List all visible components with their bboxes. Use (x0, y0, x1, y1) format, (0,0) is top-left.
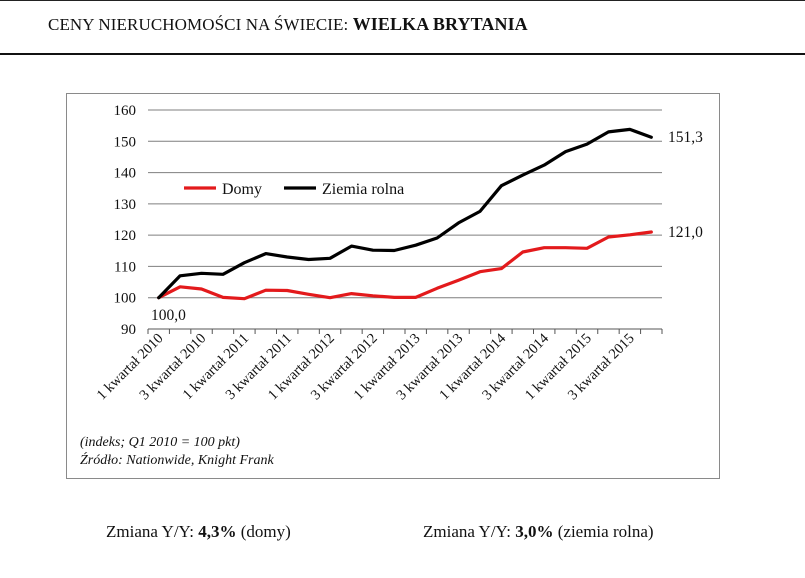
y-tick-label: 120 (114, 228, 137, 244)
y-tick-label: 100 (114, 291, 137, 307)
legend-label: Ziemia rolna (322, 181, 404, 198)
y-tick-label: 150 (114, 134, 137, 150)
start-value-label: 100,0 (151, 307, 186, 324)
yoy-suffix: (domy) (236, 522, 291, 541)
yoy-value: 3,0% (515, 522, 554, 541)
yoy-prefix: Zmiana Y/Y: (106, 522, 199, 541)
y-tick-label: 140 (114, 166, 137, 182)
yoy-suffix: (ziemia rolna) (553, 522, 654, 541)
gridlines (148, 109, 662, 299)
title-prefix: CENY NIERUCHOMOŚCI NA ŚWIECIE: (48, 15, 353, 34)
y-axis-ticks: 90 100 110 120 130 140 150 160 (114, 103, 137, 338)
top-border-line (0, 0, 805, 1)
chart-note: Źródło: Nationwide, Knight Frank (80, 451, 274, 468)
annotations: 121,0 151,3 100,0 (indeks; Q1 2010 = 100 pk… (80, 129, 703, 468)
y-tick-label: 130 (114, 197, 137, 213)
yoy-change-farmland: Zmiana Y/Y: 3,0% (ziemia rolna) (423, 522, 654, 542)
legend: Domy Ziemia rolna (184, 181, 404, 198)
series-line-domy (157, 230, 653, 301)
end-value-label: 121,0 (668, 224, 703, 241)
chart-note: (indeks; Q1 2010 = 100 pkt) (80, 435, 240, 450)
chart-frame (66, 93, 720, 479)
series-lines (157, 127, 653, 301)
header-divider (0, 53, 805, 55)
yoy-prefix: Zmiana Y/Y: (423, 522, 516, 541)
series-line-ziemia-rolna (157, 127, 653, 300)
yoy-value: 4,3% (198, 522, 237, 541)
x-axis (147, 328, 663, 334)
title-country: WIELKA BRYTANIA (352, 14, 528, 34)
end-value-label: 151,3 (668, 129, 703, 146)
yoy-change-houses: Zmiana Y/Y: 4,3% (domy) (106, 522, 291, 542)
y-tick-label: 160 (114, 103, 137, 119)
y-tick-label: 90 (121, 322, 136, 338)
y-tick-label: 110 (114, 259, 136, 275)
legend-label: Domy (222, 181, 262, 198)
page-title: CENY NIERUCHOMOŚCI NA ŚWIECIE: WIELKA BR… (48, 14, 528, 35)
